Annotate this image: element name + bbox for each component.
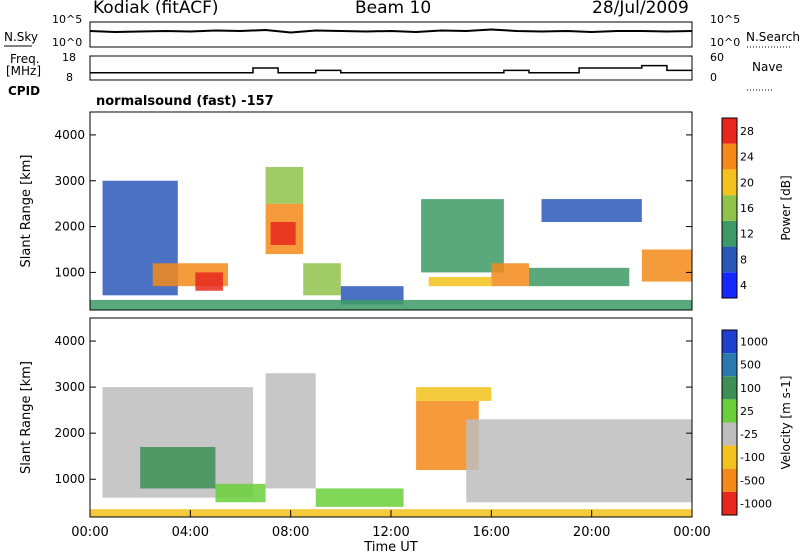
power-colorbar-swatch bbox=[722, 143, 737, 170]
velocity-colorbar-tick: 1000 bbox=[740, 336, 768, 349]
velocity-colorbar-tick: -100 bbox=[740, 451, 765, 464]
time-axis-label: Time UT bbox=[363, 540, 417, 554]
velocity-patch-7 bbox=[466, 419, 692, 503]
time-tick-label: 00:00 bbox=[71, 525, 108, 540]
velocity-ytick-label: 2000 bbox=[54, 426, 85, 440]
freq-unit-label: [MHz] bbox=[6, 64, 42, 78]
velocity-panel: 4000 3000 2000 1000 Slant Range [km] bbox=[19, 317, 693, 518]
power-patch-2 bbox=[195, 272, 223, 291]
noise-tick-top-left: 10^5 bbox=[52, 13, 83, 26]
velocity-colorbar-label: Velocity [m s-1] bbox=[779, 376, 793, 470]
velocity-colorbar-tick: 100 bbox=[740, 382, 761, 395]
freq-tick-top-left: 18 bbox=[62, 51, 76, 64]
velocity-colorbar-swatch bbox=[722, 491, 737, 515]
time-tick-label: 08:00 bbox=[272, 525, 309, 540]
power-patch-8 bbox=[421, 199, 504, 273]
power-colorbar-frame bbox=[721, 117, 738, 299]
nave-label: Nave bbox=[752, 60, 783, 74]
date-title: 28/Jul/2009 bbox=[592, 0, 689, 18]
cpid-label: CPID bbox=[8, 84, 41, 98]
power-panel: 4000 3000 2000 1000 Slant Range [km] bbox=[19, 111, 693, 311]
power-colorbar-tick: 16 bbox=[740, 202, 754, 215]
nave-tick-top-right: 60 bbox=[710, 51, 724, 64]
velocity-colorbar-swatch bbox=[722, 422, 737, 446]
power-patch-4 bbox=[270, 222, 296, 245]
power-colorbar-swatch bbox=[722, 195, 737, 221]
time-axis: 00:00 04:00 08:00 12:00 16:00 20:00 00:00 Time … bbox=[71, 510, 711, 554]
freq-frame bbox=[89, 55, 693, 81]
power-patch-9 bbox=[428, 277, 492, 287]
noise-panel bbox=[4, 21, 790, 48]
velocity-colorbar-tick: -1000 bbox=[740, 497, 772, 510]
nave-tick-bottom-right: 0 bbox=[710, 71, 717, 84]
power-ylabel: Slant Range [km] bbox=[19, 155, 34, 268]
noise-tick-bottom-right: 10^0 bbox=[710, 36, 741, 49]
power-colorbar-tick: 8 bbox=[740, 253, 747, 266]
velocity-patch-3 bbox=[265, 373, 316, 489]
velocity-colorbar-swatch bbox=[722, 376, 737, 400]
power-patch-6 bbox=[303, 263, 341, 296]
velocity-colorbar-swatch bbox=[722, 399, 737, 423]
station-title: Kodiak (fitACF) bbox=[93, 0, 219, 18]
power-colorbar-tick: 20 bbox=[740, 176, 754, 189]
velocity-colorbar-tick: 25 bbox=[740, 405, 754, 418]
velocity-colorbar-tick: -25 bbox=[740, 428, 758, 441]
freq-line bbox=[90, 64, 692, 74]
velocity-colorbar-swatch bbox=[722, 445, 737, 469]
velocity-colorbar-swatch bbox=[722, 330, 737, 354]
power-patch-14 bbox=[90, 299, 692, 310]
power-colorbar-swatch bbox=[722, 169, 737, 196]
power-ytick-label: 3000 bbox=[54, 174, 85, 188]
power-frame bbox=[89, 111, 693, 311]
power-patch-13 bbox=[641, 249, 692, 282]
velocity-colorbar-frame bbox=[721, 329, 738, 516]
velocity-ytick-label: 1000 bbox=[54, 472, 85, 486]
velocity-colorbar-tick: 500 bbox=[740, 359, 761, 372]
nsky-label: N.Sky bbox=[4, 30, 39, 44]
power-patch-10 bbox=[491, 263, 529, 287]
colorbars: 28 24 20 16 12 8 4 Power [dB] 1000 500 100 25 -25 -10… bbox=[721, 117, 793, 516]
power-colorbar-tick: 12 bbox=[740, 228, 754, 241]
power-colorbar-swatch bbox=[722, 246, 737, 273]
velocity-colorbar-swatch bbox=[722, 353, 737, 377]
freq-label: Freq. bbox=[10, 52, 40, 66]
power-colorbar-label: Power [dB] bbox=[779, 175, 793, 240]
power-ytick-label: 1000 bbox=[54, 265, 85, 279]
time-tick-label: 20:00 bbox=[573, 525, 610, 540]
power-colorbar-tick: 4 bbox=[740, 279, 747, 292]
power-colorbar-swatch bbox=[722, 118, 737, 144]
noise-tick-top-right: 10^5 bbox=[710, 13, 741, 26]
power-colorbar-swatch bbox=[722, 272, 737, 298]
velocity-patch-1 bbox=[140, 446, 216, 489]
time-tick-label: 00:00 bbox=[673, 525, 710, 540]
nsearch-label: N.Search bbox=[746, 30, 800, 44]
time-tick-label: 04:00 bbox=[172, 525, 209, 540]
nsky-line bbox=[89, 28, 693, 34]
velocity-colorbar-tick: -500 bbox=[740, 474, 765, 487]
velocity-ytick-label: 3000 bbox=[54, 380, 85, 394]
velocity-patch-6 bbox=[416, 387, 492, 401]
mode-label: normalsound (fast) -157 bbox=[96, 94, 274, 109]
time-tick-label: 16:00 bbox=[473, 525, 510, 540]
power-patch-11 bbox=[528, 267, 630, 287]
power-ytick-label: 4000 bbox=[54, 128, 85, 142]
velocity-colorbar-swatch bbox=[722, 468, 737, 492]
velocity-patch-4 bbox=[315, 488, 404, 507]
beam-title: Beam 10 bbox=[355, 0, 432, 18]
velocity-ytick-label: 4000 bbox=[54, 334, 85, 348]
power-colorbar-tick: 24 bbox=[740, 151, 754, 164]
noise-tick-bottom-left: 10^0 bbox=[52, 36, 83, 49]
power-patch-12 bbox=[541, 199, 642, 222]
time-tick-label: 12:00 bbox=[372, 525, 409, 540]
velocity-ylabel: Slant Range [km] bbox=[19, 361, 34, 474]
power-colorbar-tick: 28 bbox=[740, 125, 754, 138]
freq-tick-bottom-left: 8 bbox=[66, 71, 73, 84]
power-colorbar-swatch bbox=[722, 220, 737, 247]
power-ytick-label: 2000 bbox=[54, 220, 85, 234]
power-patch-5 bbox=[265, 167, 304, 204]
velocity-patch-2 bbox=[215, 483, 266, 503]
frequency-panel bbox=[89, 55, 772, 91]
noise-frame bbox=[89, 21, 693, 48]
